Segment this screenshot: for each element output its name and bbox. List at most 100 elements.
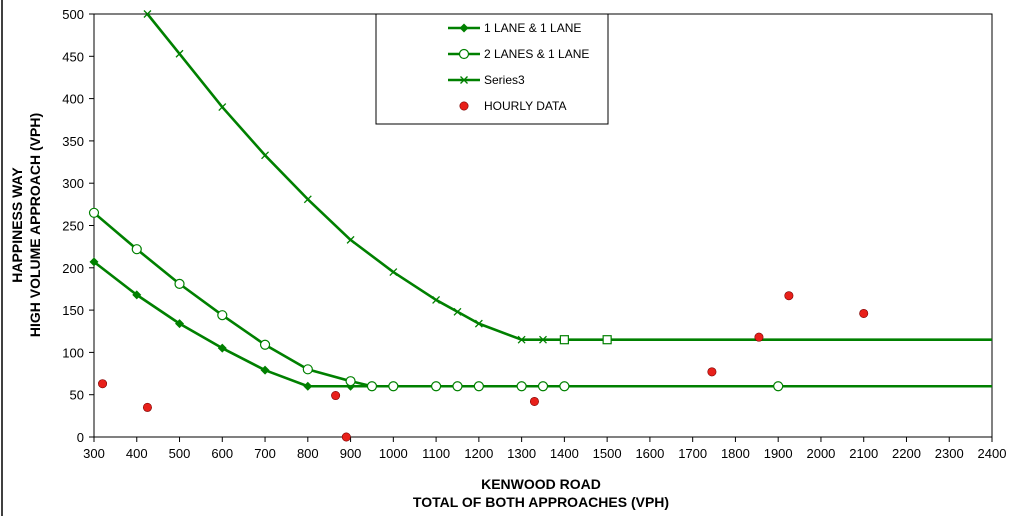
data-point xyxy=(529,396,539,406)
y-tick-label: 500 xyxy=(62,7,84,22)
data-point-stroke xyxy=(474,319,483,328)
legend-label: Series3 xyxy=(484,73,525,87)
data-point xyxy=(430,381,442,392)
data-point-stroke xyxy=(346,235,355,244)
data-point-stroke xyxy=(539,335,547,344)
x-tick-label: 900 xyxy=(340,446,362,461)
data-point xyxy=(707,367,717,377)
x-tick-label: 1100 xyxy=(422,446,450,461)
data-point xyxy=(432,295,441,304)
x-axis-title-line1: KENWOOD ROAD xyxy=(481,476,601,492)
data-point xyxy=(261,151,270,160)
legend-marker xyxy=(459,101,469,111)
x-tick-label: 1500 xyxy=(593,446,622,461)
x-tick-label: 2100 xyxy=(849,446,878,461)
data-point xyxy=(175,319,185,329)
data-point xyxy=(331,391,341,401)
data-point xyxy=(389,268,398,276)
y-tick-label: 250 xyxy=(62,219,84,234)
data-point xyxy=(341,432,351,442)
legend-entry: Series3 xyxy=(448,73,525,87)
data-point xyxy=(366,381,378,392)
axes: 300 400 500 600 700 800 900 1000 1100 1200 1300 140… xyxy=(62,7,1006,461)
y-axis-title-line2: HIGH VOLUME APPROACH (VPH) xyxy=(27,113,43,337)
y-axis-title-line1: HAPPINESS WAY xyxy=(9,167,25,283)
data-point-stroke xyxy=(303,195,312,204)
data-point-stroke xyxy=(389,268,398,276)
legend-label: HOURLY DATA xyxy=(484,99,566,113)
series-1-line xyxy=(93,260,992,388)
y-tick-label: 200 xyxy=(62,261,84,276)
data-point xyxy=(303,195,312,204)
x-tick-label: 300 xyxy=(83,446,105,461)
data-point xyxy=(473,381,484,392)
x-tick-label: 800 xyxy=(297,446,319,461)
data-point-stroke xyxy=(432,295,441,304)
series-2 xyxy=(88,207,992,392)
y-tick-label: 400 xyxy=(62,92,84,107)
legend-entry: 2 LANES & 1 LANE xyxy=(448,47,589,61)
data-point xyxy=(539,335,547,344)
data-point xyxy=(142,402,152,412)
data-point-stroke xyxy=(453,307,462,316)
data-point xyxy=(98,379,108,389)
data-point xyxy=(260,365,270,375)
data-point xyxy=(302,364,313,375)
y-tick-label: 100 xyxy=(62,345,84,360)
x-tick-label: 600 xyxy=(211,446,233,461)
data-point xyxy=(131,244,142,255)
data-point xyxy=(453,307,462,316)
data-point xyxy=(217,310,228,321)
x-tick-label: 2300 xyxy=(935,446,964,461)
legend-entry: 1 LANE & 1 LANE xyxy=(448,21,581,35)
data-point xyxy=(859,308,869,318)
series-2-line xyxy=(93,211,992,388)
data-point xyxy=(388,381,399,392)
data-point xyxy=(218,103,227,112)
data-point-stroke xyxy=(218,103,227,112)
data-point xyxy=(773,381,784,392)
data-point-stroke xyxy=(175,49,184,58)
data-point xyxy=(516,381,527,392)
y-tick-label: 150 xyxy=(62,303,84,318)
data-point xyxy=(143,10,152,18)
series-1 xyxy=(89,257,992,391)
data-point xyxy=(452,381,463,392)
y-tick-label: 450 xyxy=(62,49,84,64)
y-tick-label: 350 xyxy=(62,134,84,149)
data-point xyxy=(217,343,227,353)
legend-marker-stroke xyxy=(460,76,468,84)
legend-marker xyxy=(458,48,470,60)
x-tick-label: 2000 xyxy=(806,446,835,461)
x-tick-label: 700 xyxy=(254,446,276,461)
data-point xyxy=(559,381,570,392)
data-point xyxy=(89,257,99,267)
legend-marker xyxy=(460,76,468,84)
legend-label: 1 LANE & 1 LANE xyxy=(484,21,581,35)
data-point xyxy=(474,319,483,328)
data-point-stroke xyxy=(517,335,526,344)
data-point xyxy=(303,381,313,391)
data-point xyxy=(517,335,526,344)
legend: 1 LANE & 1 LANE 2 LANES & 1 LANE Series3 HO… xyxy=(375,13,609,125)
series-3 xyxy=(143,10,992,344)
x-tick-label: 1800 xyxy=(721,446,750,461)
x-tick-label: 1700 xyxy=(678,446,707,461)
x-tick-label: 500 xyxy=(169,446,191,461)
data-point xyxy=(602,335,612,345)
series-layer xyxy=(88,10,992,442)
x-tick-label: 1900 xyxy=(764,446,793,461)
x-tick-label: 2400 xyxy=(978,446,1007,461)
data-point xyxy=(784,291,794,301)
x-tick-label: 1000 xyxy=(379,446,408,461)
data-point xyxy=(175,49,184,58)
x-tick-label: 2200 xyxy=(892,446,921,461)
data-point-stroke xyxy=(261,151,270,160)
y-tick-label: 300 xyxy=(62,176,84,191)
y-tick-label: 0 xyxy=(77,430,84,445)
series-4 xyxy=(98,291,869,442)
data-point xyxy=(88,207,100,218)
x-tick-label: 1200 xyxy=(464,446,493,461)
legend-entry: HOURLY DATA xyxy=(459,99,566,113)
